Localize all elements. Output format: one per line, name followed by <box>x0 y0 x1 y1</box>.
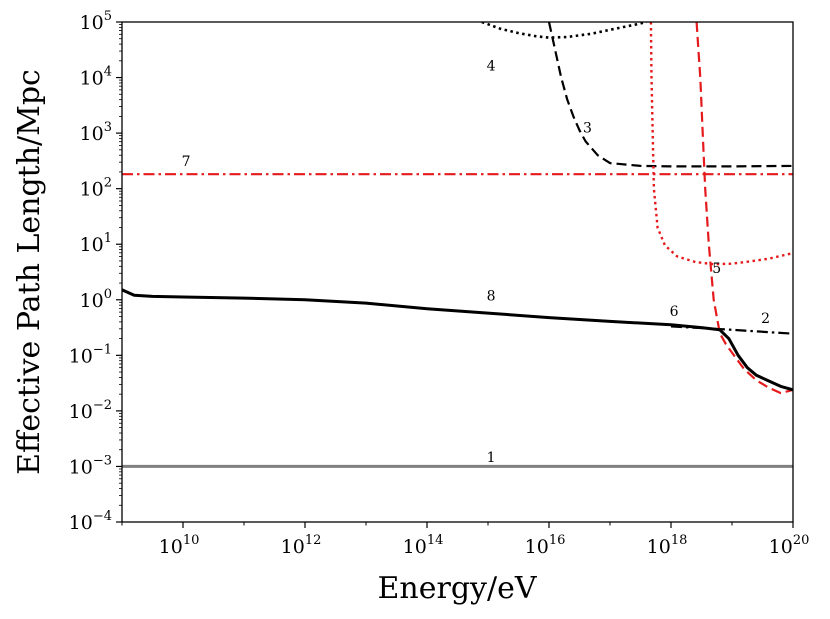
curve-label-8: 8 <box>487 288 496 304</box>
series-4-line <box>481 22 647 39</box>
y-tick-label: 101 <box>80 231 112 256</box>
series-5-line <box>695 22 793 395</box>
x-axis-title: Energy/eV <box>378 571 538 606</box>
series-8-line <box>122 288 793 392</box>
curve-label-2: 2 <box>761 311 770 327</box>
tick-layer: 1010 1012 1014 1016 1018 102010−410−310−210−1… <box>69 9 810 558</box>
y-axis-title: Effective Path Length/Mpc <box>12 69 47 475</box>
y-tick-label: 10−2 <box>69 398 112 423</box>
x-tick-label: 1020 <box>769 533 810 558</box>
series-layer <box>122 22 793 468</box>
y-tick-label: 105 <box>80 9 112 34</box>
curve-label-1: 1 <box>487 450 496 466</box>
x-tick-label: 1016 <box>525 533 566 558</box>
curve-label-4: 4 <box>487 58 496 74</box>
y-tick-label: 100 <box>80 287 112 312</box>
x-tick-label: 1012 <box>281 533 322 558</box>
curve-label-7: 7 <box>182 154 191 170</box>
y-tick-label: 10−1 <box>69 342 112 367</box>
y-tick-label: 10−3 <box>69 453 112 478</box>
x-tick-label: 1018 <box>647 533 688 558</box>
annotation-layer: 1 2 3 4 5 6 7 8 <box>182 58 770 466</box>
curve-label-6: 6 <box>670 304 679 320</box>
y-tick-label: 103 <box>80 120 112 145</box>
plot-background <box>122 22 793 522</box>
y-tick-label: 10−4 <box>69 509 112 534</box>
curve-label-5: 5 <box>712 261 721 277</box>
series-6-line <box>649 22 793 266</box>
x-tick-label: 1010 <box>159 533 200 558</box>
y-tick-label: 102 <box>80 176 112 201</box>
series-2-line <box>670 325 793 335</box>
plot-frame <box>121 21 794 523</box>
x-tick-label: 1014 <box>403 533 444 558</box>
curve-label-3: 3 <box>583 121 592 137</box>
series-3-line <box>547 22 793 168</box>
y-tick-label: 104 <box>80 65 112 90</box>
